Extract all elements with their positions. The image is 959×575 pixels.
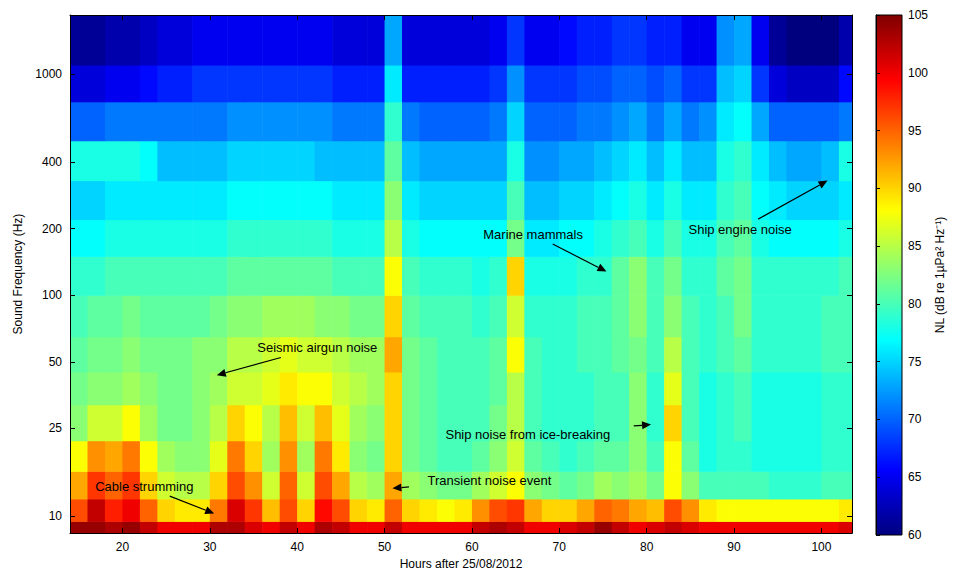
svg-text:60: 60	[465, 540, 479, 554]
svg-text:60: 60	[908, 528, 922, 542]
svg-text:NL (dB re 1µPa² Hz⁻¹): NL (dB re 1µPa² Hz⁻¹)	[933, 217, 947, 334]
svg-text:10: 10	[49, 509, 63, 523]
svg-text:50: 50	[49, 355, 63, 369]
svg-text:70: 70	[908, 412, 922, 426]
svg-text:200: 200	[42, 222, 62, 236]
svg-text:20: 20	[116, 540, 130, 554]
svg-text:105: 105	[908, 8, 928, 22]
svg-text:Sound Frequency (Hz): Sound Frequency (Hz)	[11, 214, 25, 335]
svg-text:80: 80	[640, 540, 654, 554]
svg-text:30: 30	[203, 540, 217, 554]
svg-text:Cable strumming: Cable strumming	[95, 479, 193, 494]
svg-text:40: 40	[290, 540, 304, 554]
svg-text:Hours after 25/08/2012: Hours after 25/08/2012	[400, 557, 523, 571]
svg-text:50: 50	[378, 540, 392, 554]
svg-text:1000: 1000	[35, 67, 62, 81]
svg-text:400: 400	[42, 155, 62, 169]
svg-text:100: 100	[811, 540, 831, 554]
svg-text:90: 90	[727, 540, 741, 554]
svg-text:Seismic airgun noise: Seismic airgun noise	[257, 340, 377, 355]
svg-text:90: 90	[908, 181, 922, 195]
svg-text:25: 25	[49, 421, 63, 435]
svg-text:80: 80	[908, 297, 922, 311]
svg-text:100: 100	[908, 66, 928, 80]
svg-text:65: 65	[908, 470, 922, 484]
svg-text:85: 85	[908, 239, 922, 253]
svg-text:70: 70	[553, 540, 567, 554]
svg-text:100: 100	[42, 288, 62, 302]
svg-text:Transient noise event: Transient noise event	[427, 473, 551, 488]
svg-text:Ship noise from ice-breaking: Ship noise from ice-breaking	[445, 427, 610, 442]
svg-text:Marine mammals: Marine mammals	[483, 227, 583, 242]
svg-text:95: 95	[908, 124, 922, 138]
svg-text:75: 75	[908, 355, 922, 369]
svg-text:Ship engine noise: Ship engine noise	[688, 222, 791, 237]
